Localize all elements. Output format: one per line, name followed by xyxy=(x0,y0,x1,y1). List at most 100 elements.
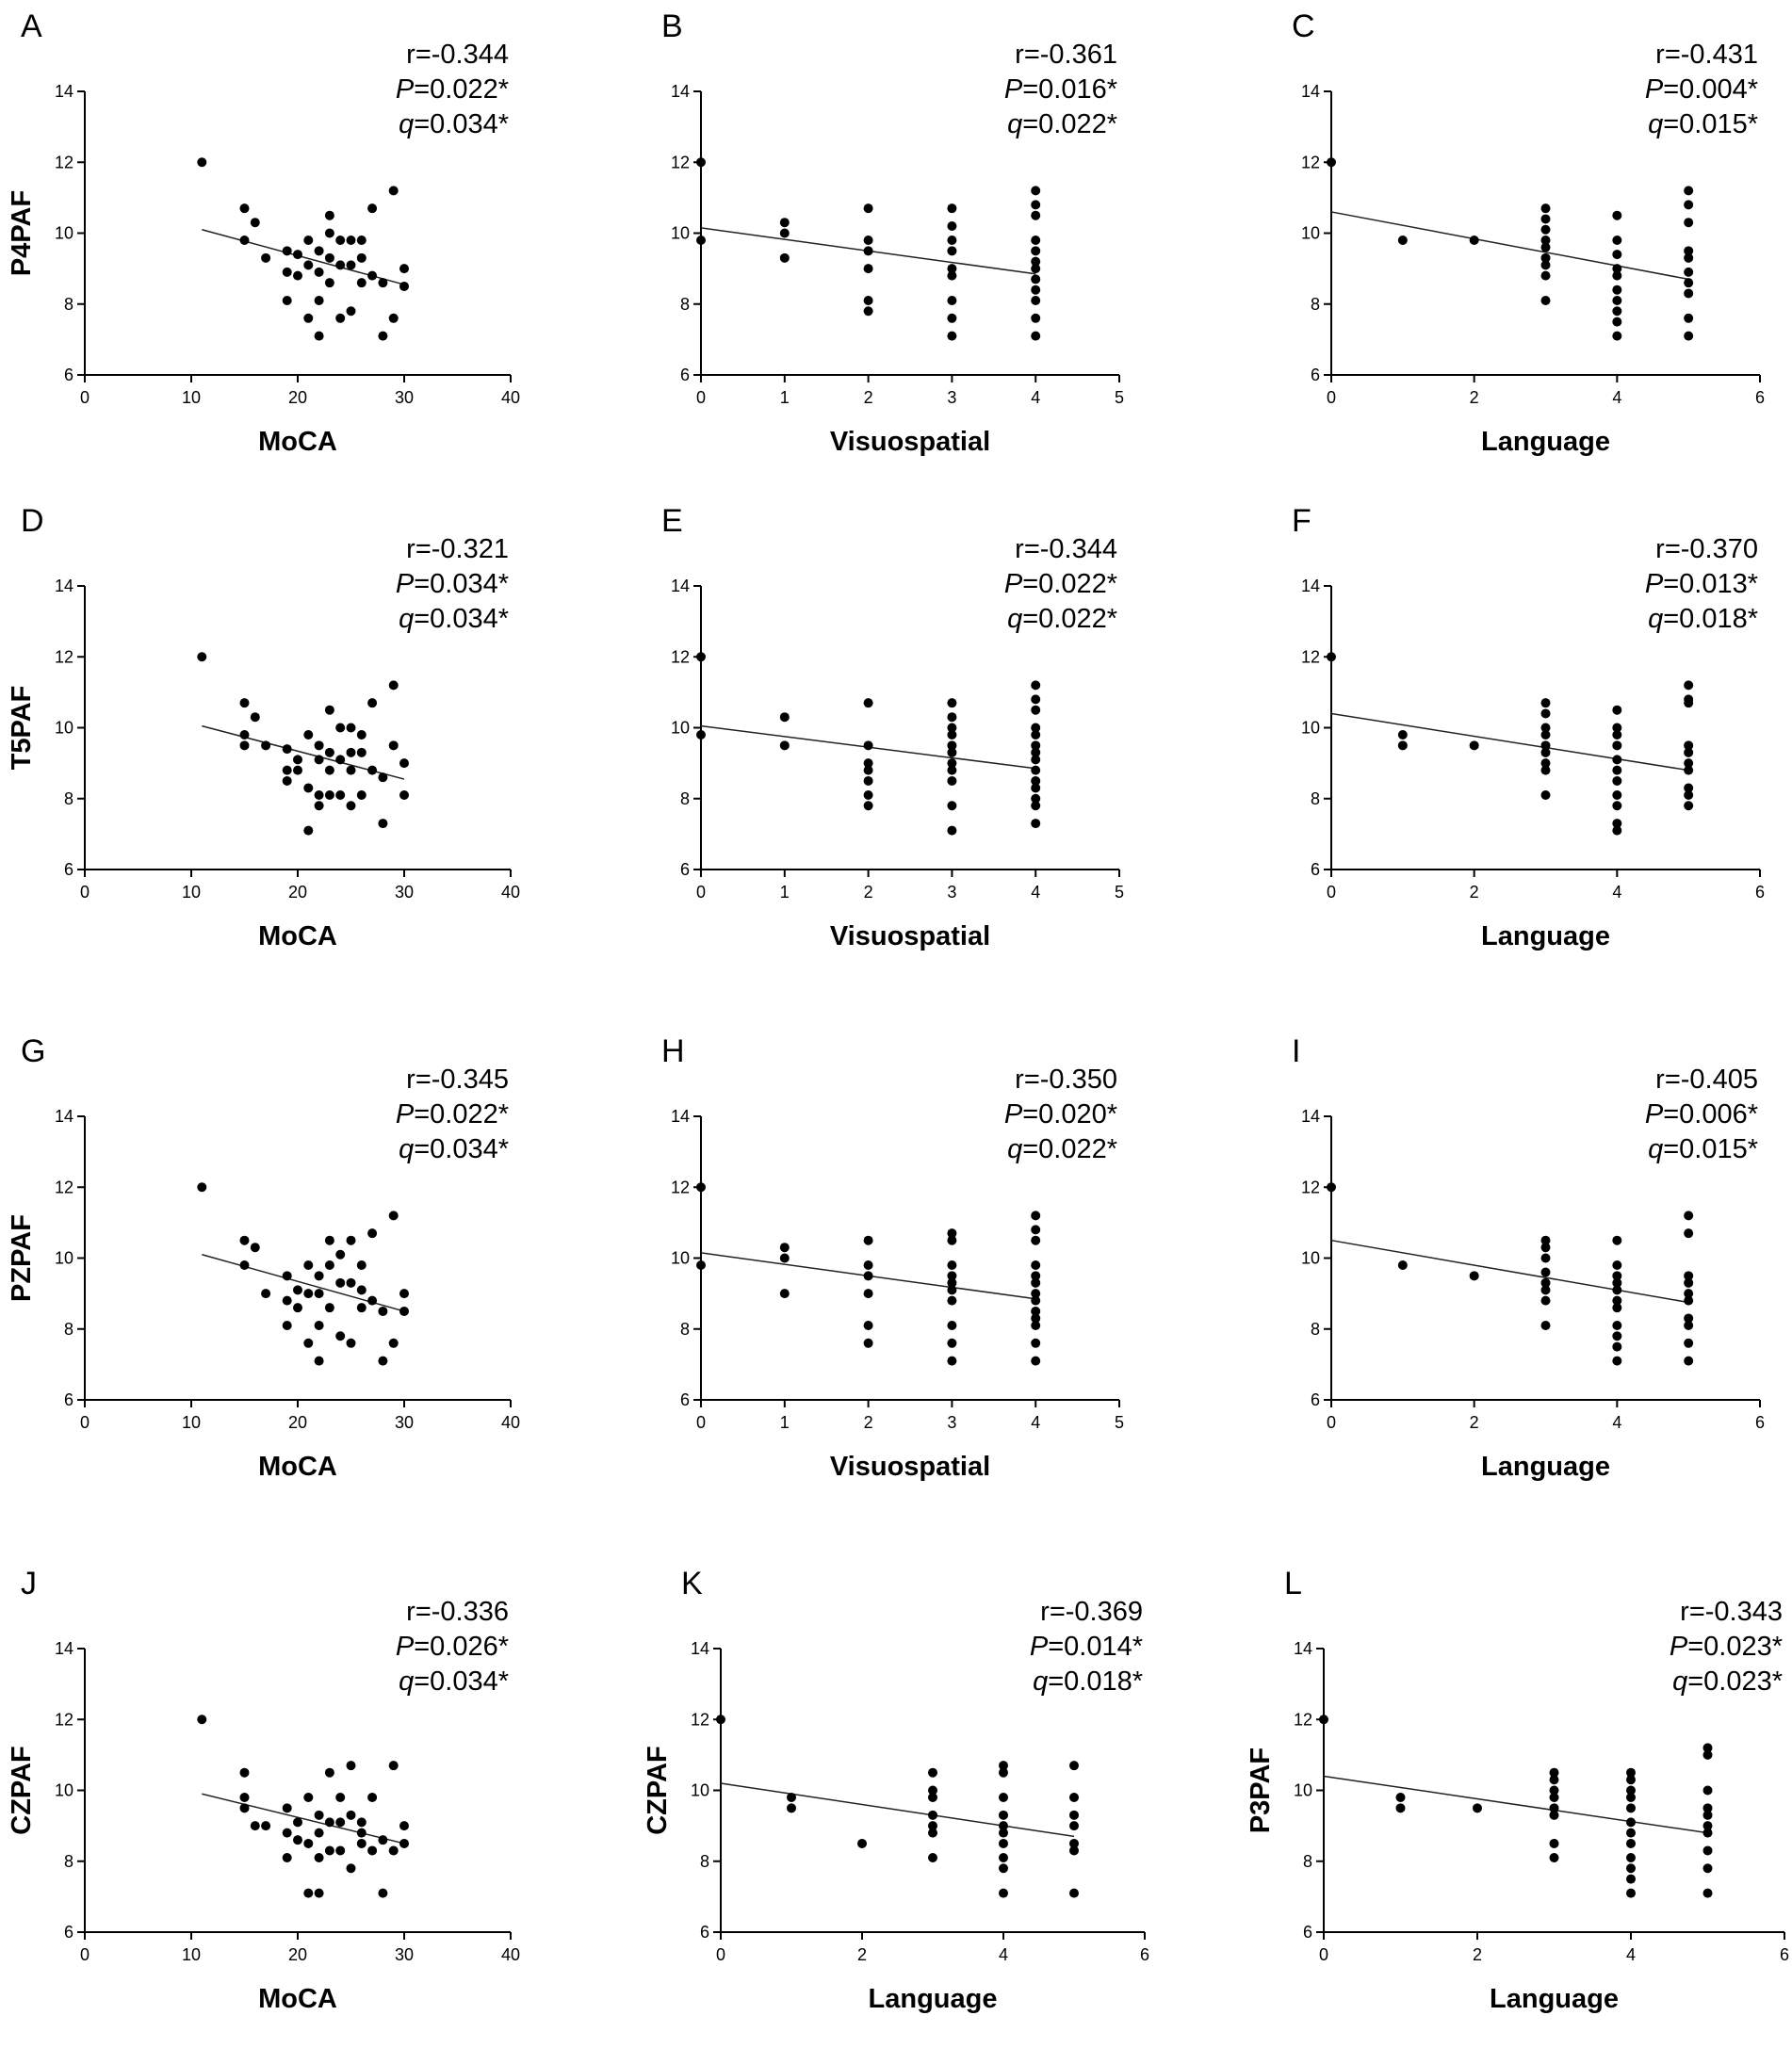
data-point xyxy=(399,1289,409,1299)
data-point xyxy=(399,789,409,800)
data-point xyxy=(356,1303,367,1313)
data-point xyxy=(399,1838,409,1848)
data-point xyxy=(1626,1838,1636,1848)
data-point xyxy=(388,1211,399,1221)
y-tick-label: 12 xyxy=(1301,1178,1320,1196)
data-point xyxy=(378,1306,388,1316)
data-point xyxy=(947,758,957,769)
y-tick-label: 8 xyxy=(1303,1852,1312,1871)
regression-line xyxy=(1330,1239,1689,1304)
data-point xyxy=(1549,1775,1559,1785)
data-point xyxy=(356,1838,367,1848)
data-point xyxy=(1702,1810,1713,1820)
data-point xyxy=(1684,288,1694,299)
x-tick-label: 0 xyxy=(696,1413,706,1432)
data-point xyxy=(1397,236,1408,246)
x-tick-label: 20 xyxy=(288,1413,307,1432)
x-tick-label: 2 xyxy=(857,1945,867,1964)
y-tick-label: 8 xyxy=(1311,789,1320,808)
y-tick-label: 8 xyxy=(680,1320,690,1339)
x-tick-label: 2 xyxy=(864,883,873,902)
data-point xyxy=(1684,186,1694,196)
data-point xyxy=(1031,1225,1041,1235)
y-tick-label: 14 xyxy=(55,577,73,595)
data-point xyxy=(999,1863,1008,1874)
data-point xyxy=(1469,740,1479,751)
data-point xyxy=(324,210,334,220)
x-tick-label: 4 xyxy=(1612,1413,1621,1432)
data-point xyxy=(324,1845,334,1856)
data-point xyxy=(1069,1810,1079,1820)
data-point xyxy=(356,278,367,288)
data-point xyxy=(1469,1271,1479,1281)
data-point xyxy=(239,236,250,246)
data-point xyxy=(1612,331,1622,341)
data-point xyxy=(346,1277,356,1288)
panel-letter: D xyxy=(21,503,44,539)
data-point xyxy=(1540,1243,1551,1253)
y-tick-label: 14 xyxy=(55,82,73,101)
q-label: q xyxy=(1033,1666,1048,1697)
data-point xyxy=(1397,740,1408,751)
x-tick-label: 3 xyxy=(947,1413,956,1432)
data-point xyxy=(1540,723,1551,733)
data-point xyxy=(1031,747,1041,757)
y-tick-label: 8 xyxy=(64,295,73,314)
data-point xyxy=(314,1271,324,1281)
data-point xyxy=(1540,765,1551,775)
data-point xyxy=(1684,246,1694,256)
data-point xyxy=(197,1715,207,1725)
data-point xyxy=(1612,1235,1622,1245)
data-point xyxy=(1031,1320,1041,1330)
data-point xyxy=(1684,1356,1694,1366)
data-point xyxy=(1684,267,1694,277)
data-point xyxy=(303,1289,314,1299)
data-point xyxy=(947,313,957,323)
y-tick-label: 14 xyxy=(1301,82,1320,101)
data-point xyxy=(314,295,324,305)
data-point xyxy=(1612,819,1622,829)
data-point xyxy=(324,278,334,288)
q-label: q xyxy=(1648,1134,1663,1164)
data-point xyxy=(314,331,324,341)
data-point xyxy=(388,680,399,691)
q-value: q=0.015* xyxy=(1648,1134,1758,1164)
y-tick-label: 8 xyxy=(1311,295,1320,314)
data-point xyxy=(947,1277,957,1288)
x-tick-label: 10 xyxy=(182,388,201,407)
y-tick-label: 10 xyxy=(1301,224,1320,243)
y-tick-label: 10 xyxy=(671,224,690,243)
x-tick-label: 20 xyxy=(288,883,307,902)
x-tick-label: 3 xyxy=(947,883,956,902)
data-point xyxy=(303,783,314,793)
data-point xyxy=(346,801,356,811)
data-point xyxy=(863,203,873,214)
data-point xyxy=(1031,1356,1041,1366)
data-point xyxy=(303,260,314,270)
data-point xyxy=(324,789,334,800)
data-point xyxy=(282,1803,292,1813)
data-point xyxy=(1031,246,1041,256)
data-point xyxy=(1549,1793,1559,1803)
data-point xyxy=(282,775,292,786)
data-point xyxy=(1702,1743,1713,1753)
data-point xyxy=(1684,200,1694,210)
data-point xyxy=(388,740,399,751)
x-tick-label: 0 xyxy=(716,1945,725,1964)
data-point xyxy=(1540,747,1551,757)
q-value: q=0.034* xyxy=(399,109,509,139)
data-point xyxy=(1031,210,1041,220)
data-point xyxy=(1031,755,1041,765)
data-point xyxy=(261,1289,271,1299)
data-point xyxy=(1327,1182,1336,1193)
y-tick-label: 6 xyxy=(1311,860,1320,879)
x-tick-label: 30 xyxy=(395,883,414,902)
q-number: =0.015* xyxy=(1663,1134,1758,1164)
p-label: P xyxy=(1645,569,1664,599)
data-point xyxy=(947,765,957,775)
data-point xyxy=(346,260,356,270)
data-point xyxy=(1612,801,1622,811)
data-point xyxy=(1031,1338,1041,1348)
y-tick-label: 14 xyxy=(1301,577,1320,595)
